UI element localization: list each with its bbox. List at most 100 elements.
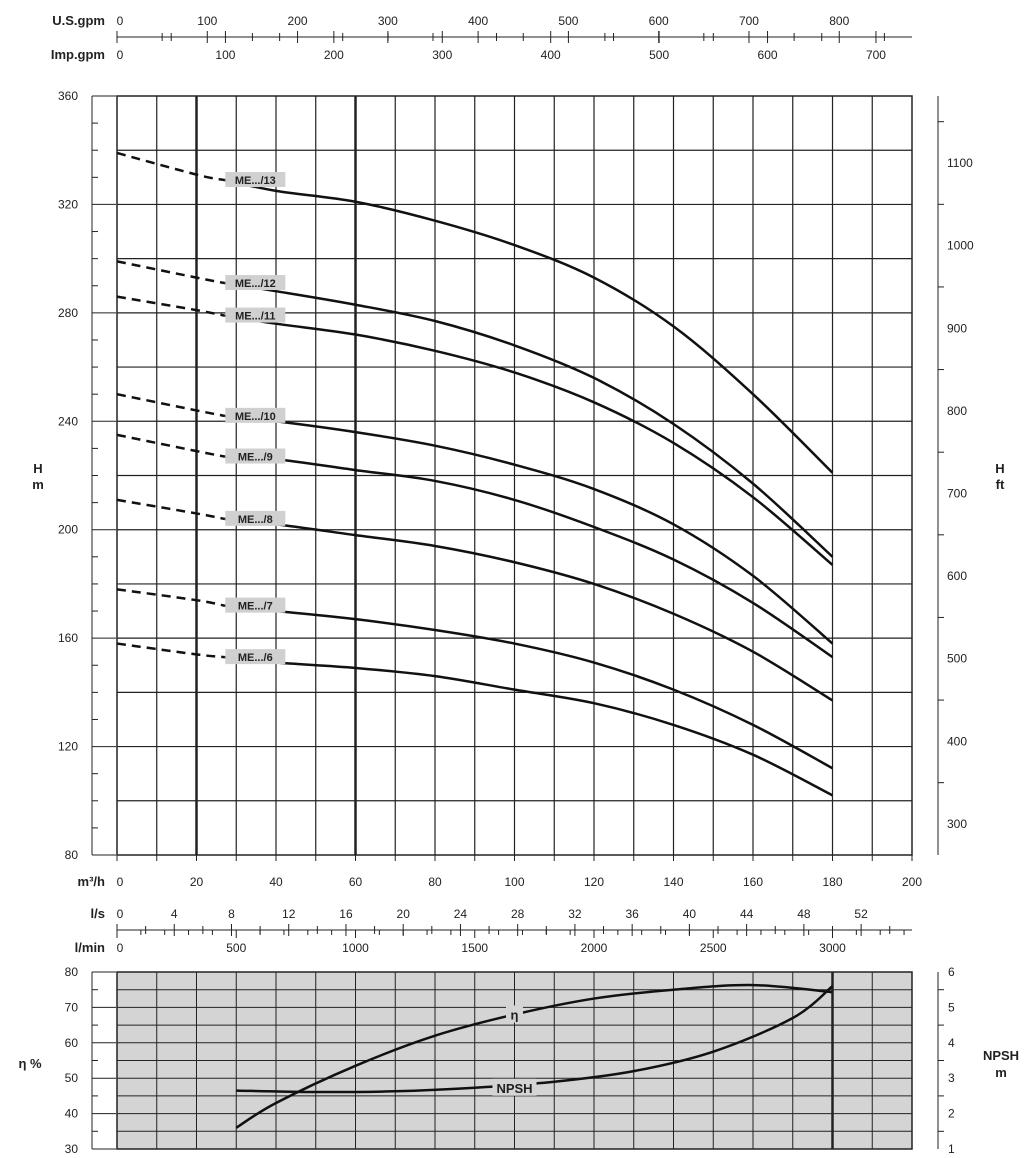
m3h-tick-label: 200 [902,875,922,889]
ls-tick-label: 20 [397,907,411,921]
curve-label-bg-6 [225,649,286,665]
npsh-right-tick-label: 4 [948,1036,955,1050]
head-curve-dashed-8 [116,498,225,521]
npsh-right-tick-label: 6 [948,965,955,979]
ft-right-label: ft [996,477,1005,492]
lmin-tick-label: 1500 [461,941,488,955]
eff-left-tick-label: 70 [65,1000,79,1014]
left-y-tick-label: 320 [58,197,78,211]
head-curve-dashed-13 [116,151,225,182]
head-curve-labels: ME.../13 ME.../12 ME.../11 ME.../10 ME.../9 M… [225,172,286,665]
head-curve-7 [224,604,834,770]
head-curve-dashed-7 [116,588,225,607]
usgpm-axis-tick-label: 300 [378,14,398,28]
ls-tick-label: 4 [171,907,178,921]
usgpm-axis-tick-label: 100 [197,14,217,28]
ls-tick-label: 52 [854,907,868,921]
curve-label-10: ME.../10 [235,411,276,423]
left-y-tick-label: 160 [58,631,78,645]
ls-tick-label: 44 [740,907,754,921]
impgpm-axis-tick-label: 200 [324,48,344,62]
right-y-tick-label: 800 [947,404,967,418]
head-curve-13 [224,178,834,474]
m-left-label: m [32,477,44,492]
impgpm-axis-tick-label: 400 [541,48,561,62]
ls-axis-label: l/s [91,906,105,921]
ls-tick-label: 0 [117,907,124,921]
npsh-axis-label: NPSH [983,1048,1019,1063]
right-y-tick-label: 500 [947,652,967,666]
eff-left-tick-label: 50 [65,1071,79,1085]
efficiency-label-bg [506,1005,523,1023]
usgpm-axis-label: U.S.gpm [52,13,105,28]
impgpm-axis-tick-label: 300 [432,48,452,62]
right-y-tick-label: 900 [947,321,967,335]
npsh-right-tick-label: 3 [948,1071,955,1085]
head-curve-11 [224,314,834,566]
ls-tick-label: 48 [797,907,811,921]
right-y-tick-label: 300 [947,817,967,831]
h-left-label: H [33,461,42,476]
impgpm-axis-tick-label: 600 [758,48,778,62]
left-y-tick-label: 120 [58,740,78,754]
ls-tick-label: 24 [454,907,468,921]
eff-left-tick-label: 80 [65,965,79,979]
usgpm-axis-tick-label: 500 [558,14,578,28]
head-curves [116,151,834,797]
npsh-right-tick-label: 5 [948,1000,955,1014]
lmin-tick-label: 1000 [342,941,369,955]
ls-tick-label: 36 [625,907,639,921]
m3h-tick-label: 80 [428,875,442,889]
npsh-label-bg [492,1078,537,1096]
npsh-curve [236,985,834,1094]
left-y-tick-label: 360 [58,89,78,103]
m3h-tick-label: 180 [822,875,842,889]
curve-label-bg-8 [225,510,286,526]
m3h-axis-label: m³/h [78,874,106,889]
ls-tick-label: 40 [683,907,697,921]
efficiency-label: η [511,1007,519,1022]
m3h-tick-label: 160 [743,875,763,889]
eff-left-tick-label: 60 [65,1036,79,1050]
m3h-tick-label: 100 [504,875,524,889]
head-curve-6 [224,655,834,797]
lmin-tick-label: 3000 [819,941,846,955]
efficiency-npsh-chart: 30 40 50 60 70 80 1 2 3 4 5 6 η NPSH [65,965,955,1156]
lmin-tick-label: 2500 [700,941,727,955]
top-flow-axes: U.S.gpm 0 100 200 300 400 500 600 700 800 Imp.gpm 0… [51,13,912,62]
curve-label-bg-9 [225,448,286,464]
head-curve-8 [224,517,834,702]
curve-label-7: ME.../7 [238,601,273,613]
curve-label-bg-7 [225,597,286,613]
usgpm-axis-tick-label: 700 [739,14,759,28]
head-curve-9 [224,455,834,659]
m3h-tick-label: 20 [190,875,204,889]
right-y-tick-label: 1000 [947,239,974,253]
left-y-tick-label: 280 [58,306,78,320]
head-curve-dashed-6 [116,642,225,659]
curve-label-11: ME.../11 [235,311,275,323]
npsh-unit-label: m [995,1065,1007,1080]
right-y-tick-label: 600 [947,569,967,583]
lmin-tick-label: 0 [117,941,124,955]
lmin-tick-label: 500 [226,941,246,955]
ls-tick-label: 12 [282,907,296,921]
impgpm-axis-tick-label: 100 [215,48,235,62]
right-y-tick-label: 400 [947,734,967,748]
m3h-tick-label: 60 [349,875,363,889]
curve-label-bg-12 [225,275,286,291]
ls-tick-label: 8 [228,907,235,921]
npsh-label: NPSH [496,1081,532,1096]
head-curve-dashed-11 [116,295,225,317]
usgpm-axis-tick-label: 200 [288,14,308,28]
ls-tick-label: 28 [511,907,525,921]
usgpm-axis-tick-label: 400 [468,14,488,28]
m3h-tick-label: 40 [269,875,283,889]
head-curve-10 [224,414,834,645]
curve-label-bg-10 [225,407,286,423]
head-chart-grid: 80 120 160 200 240 280 320 360 300 400 500 600 700 80… [58,89,974,862]
eff-left-tick-label: 30 [65,1142,79,1156]
head-curve-dashed-12 [116,260,225,285]
curve-label-8: ME.../8 [238,514,273,526]
